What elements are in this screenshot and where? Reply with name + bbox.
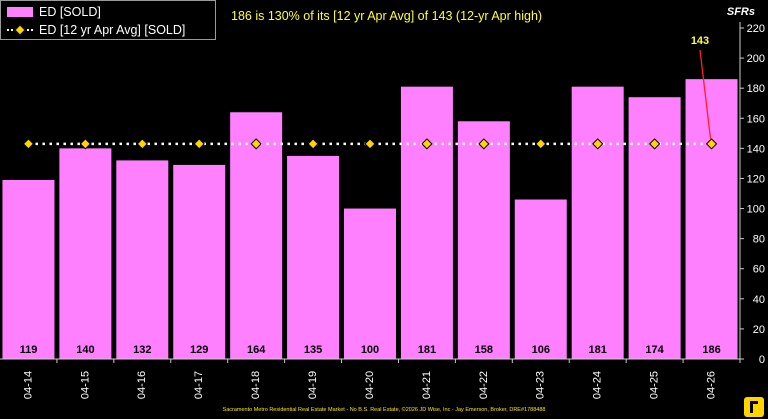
legend-item-average: ED [12 yr Apr Avg] [SOLD] (7, 21, 185, 39)
bar (628, 97, 681, 359)
bar-value-label: 158 (475, 344, 493, 356)
x-tick-label: 04-23 (535, 371, 547, 399)
legend-swatch-bars (7, 7, 33, 17)
bar (400, 86, 453, 359)
x-tick-label: 04-24 (592, 371, 604, 399)
average-marker (22, 138, 35, 150)
bar-label-group: 119 140 132 129 164 135 100 181 158 106 181 174 186 (20, 344, 721, 356)
x-tick-label: 04-17 (193, 371, 205, 399)
y-tick-label: 220 (747, 23, 765, 35)
x-tick-label: 04-20 (364, 371, 376, 399)
logo-icon (744, 397, 764, 417)
bar-value-label: 181 (589, 344, 607, 356)
bar (571, 86, 624, 359)
average-marker (648, 138, 661, 150)
y-tick-label: 160 (747, 113, 765, 125)
average-marker (364, 138, 376, 150)
x-tick-label: 04-21 (421, 371, 433, 399)
y-tick-label: 0 (759, 354, 765, 366)
annotation-group: 143 (691, 35, 712, 139)
bar (514, 199, 567, 359)
bar (116, 160, 169, 359)
legend-label-bars: ED [SOLD] (39, 5, 101, 19)
bar (59, 148, 112, 359)
average-marker (535, 138, 547, 150)
average-marker (307, 138, 319, 150)
x-tick-label: 04-25 (649, 371, 661, 399)
average-marker (478, 138, 490, 150)
average-marker (250, 138, 262, 150)
x-tick-label: 04-14 (22, 371, 34, 399)
bar-value-label: 106 (532, 344, 550, 356)
x-tick-label: 04-26 (705, 371, 717, 399)
y-tick-label: 100 (747, 204, 765, 216)
x-tick-label: 04-16 (136, 371, 148, 399)
footer-credit: Sacramento Metro Residential Real Estate… (222, 407, 546, 413)
bar-value-label: 100 (361, 344, 379, 356)
y-tick-label: 120 (747, 173, 765, 185)
average-marker (705, 138, 718, 150)
y-tick-label: 20 (753, 324, 765, 336)
y-tick-label: 40 (753, 294, 765, 306)
average-marker (136, 138, 148, 150)
bar (685, 79, 738, 360)
bar-group (2, 79, 738, 360)
y-tick-label: 180 (747, 83, 765, 95)
average-marker (193, 138, 205, 150)
bar-value-label: 140 (76, 344, 94, 356)
y-tick-label: 200 (747, 53, 765, 65)
bar (173, 164, 226, 359)
chart-title: 186 is 130% of its [12 yr Apr Avg] of 14… (231, 9, 543, 23)
bar (457, 121, 510, 359)
x-tick-label: 04-15 (79, 371, 91, 399)
average-marker (79, 138, 92, 150)
bar-value-label: 186 (702, 344, 720, 356)
legend: ED [SOLD] ED [12 yr Apr Avg] [SOLD] (0, 0, 216, 40)
annotation-label: 143 (691, 35, 709, 47)
bar-value-label: 119 (20, 344, 38, 356)
annotation-arrow (699, 49, 712, 139)
bar-value-label: 132 (133, 344, 151, 356)
bar-value-label: 135 (304, 344, 322, 356)
legend-item-bars: ED [SOLD] (7, 3, 101, 21)
legend-swatch-average (7, 24, 33, 36)
x-tick-label: 04-22 (478, 371, 490, 399)
bar (230, 112, 283, 359)
bar (287, 155, 340, 359)
bar (2, 179, 55, 359)
y-tick-label: 60 (753, 264, 765, 276)
average-marker (421, 138, 433, 150)
legend-label-average: ED [12 yr Apr Avg] [SOLD] (39, 23, 186, 37)
bar-value-label: 181 (418, 344, 436, 356)
bar-value-label: 174 (645, 344, 664, 356)
y-axis-label: SFRs (726, 6, 755, 18)
bar-value-label: 129 (190, 344, 208, 356)
x-tick-label: 04-19 (307, 371, 319, 399)
bar (344, 208, 396, 359)
bar-value-label: 164 (247, 344, 266, 356)
average-marker (592, 138, 604, 150)
y-tick-label: 80 (753, 234, 765, 246)
x-tick-label: 04-18 (250, 371, 262, 399)
axes-group: 0 20 40 60 80 100 120 140 160 180 200 220 04-14 04-15… (0, 22, 765, 399)
y-tick-label: 140 (747, 143, 765, 155)
average-line-group (22, 138, 718, 150)
